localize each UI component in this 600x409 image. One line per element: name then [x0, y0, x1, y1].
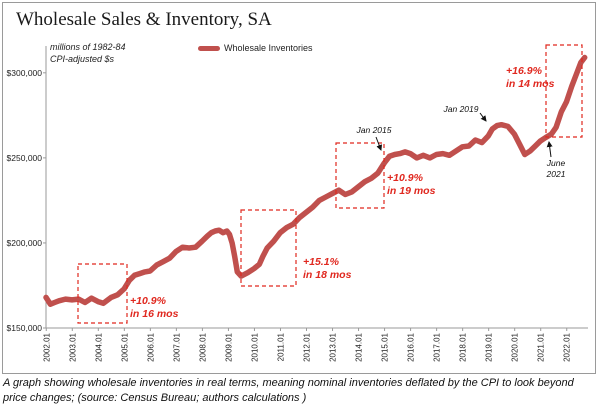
- highlight-box-4: [545, 44, 583, 138]
- legend-label: Wholesale Inventories: [224, 43, 313, 53]
- x-tick-label: 2007.01: [172, 332, 181, 361]
- annotation-line: +15.1%: [303, 256, 340, 268]
- highlight-box-3: [335, 142, 385, 209]
- x-tick-label: 2005.01: [120, 332, 129, 361]
- annotation-line: in 19 mos: [387, 185, 436, 197]
- x-tick-label: 2015.01: [381, 332, 390, 361]
- x-tick-label: 2012.01: [303, 332, 312, 361]
- x-tick-label: 2011.01: [276, 332, 285, 361]
- chart-title: Wholesale Sales & Inventory, SA: [16, 9, 272, 30]
- y-unit-note: millions of 1982-84 CPI-adjusted $s: [50, 41, 126, 65]
- annotation-line: Jan 2015: [356, 125, 392, 135]
- x-tick-label: 2020.01: [511, 332, 520, 361]
- highlight-box-1: [77, 263, 128, 324]
- annotation-5: Jan 2015: [356, 125, 392, 135]
- annotation-6: Jan 2019: [443, 104, 479, 114]
- x-tick-label: 2022.01: [563, 332, 572, 361]
- y-tick-label: $150,000: [7, 323, 43, 333]
- annotation-line: +10.9%: [387, 172, 424, 184]
- annotation-line: June: [546, 158, 566, 168]
- x-tick-label: 2010.01: [250, 332, 259, 361]
- annotation-arrow-2: [479, 112, 487, 122]
- x-tick-label: 2004.01: [94, 332, 103, 361]
- x-tick-label: 2019.01: [485, 332, 494, 361]
- y-tick-label: $250,000: [7, 153, 43, 163]
- highlight-box-2: [240, 209, 297, 287]
- x-tick-label: 2016.01: [407, 332, 416, 361]
- annotation-7: June 2021: [546, 158, 566, 179]
- annotation-arrow-3: [546, 141, 553, 158]
- x-tick-label: 2008.01: [198, 332, 207, 361]
- figure-caption: A graph showing wholesale inventories in…: [3, 377, 574, 404]
- unit-note-line-1: millions of 1982-84: [50, 42, 126, 52]
- x-tick-label: 2006.01: [146, 332, 155, 361]
- inventory-series-line: [43, 54, 588, 307]
- annotation-line: in 14 mos: [506, 78, 555, 90]
- annotation-line: in 18 mos: [303, 269, 352, 281]
- y-tick-label: $200,000: [7, 238, 43, 248]
- annotation-line: Jan 2019: [443, 104, 479, 114]
- x-tick-label: 2009.01: [224, 332, 233, 361]
- annotation-arrow-1: [375, 136, 383, 151]
- y-tick-label: $300,000: [7, 68, 43, 78]
- annotation-line: +16.9%: [506, 65, 543, 77]
- legend-swatch: [198, 45, 220, 51]
- unit-note-line-2: CPI-adjusted $s: [50, 54, 115, 64]
- legend: Wholesale Inventories: [198, 41, 313, 55]
- annotation-line: 2021: [546, 169, 566, 179]
- annotation-1: +10.9% in 16 mos: [130, 295, 179, 320]
- x-tick-label: 2013.01: [329, 332, 338, 361]
- x-tick-label: 2018.01: [459, 332, 468, 361]
- x-tick-label: 2002.01: [42, 332, 51, 361]
- x-tick-label: 2014.01: [355, 332, 364, 361]
- annotation-4: +16.9% in 14 mos: [506, 65, 555, 90]
- annotation-line: +10.9%: [130, 295, 167, 307]
- annotation-3: +10.9% in 19 mos: [387, 172, 436, 197]
- x-tick-label: 2017.01: [433, 332, 442, 361]
- x-tick-label: 2021.01: [537, 332, 546, 361]
- annotation-line: in 16 mos: [130, 308, 179, 320]
- x-tick-label: 2003.01: [68, 332, 77, 361]
- chart-frame: [2, 2, 596, 374]
- annotation-2: +15.1% in 18 mos: [303, 256, 352, 281]
